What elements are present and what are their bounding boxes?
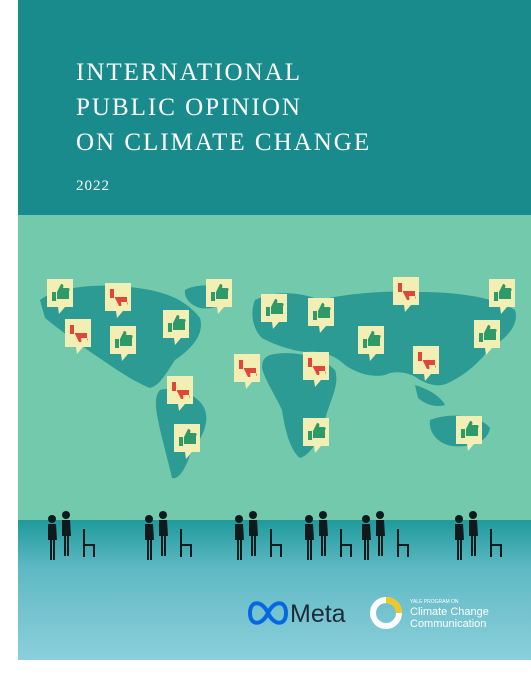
people-group xyxy=(235,511,282,560)
chair xyxy=(270,529,282,557)
speech-bubble xyxy=(393,277,419,312)
speech-bubble xyxy=(105,283,131,318)
chair xyxy=(83,529,95,557)
head xyxy=(319,511,327,519)
chair xyxy=(340,529,352,557)
body xyxy=(62,520,71,556)
head xyxy=(159,511,167,519)
thumb-up xyxy=(168,315,186,332)
title-line: PUBLIC OPINION xyxy=(76,94,302,121)
body xyxy=(249,520,258,556)
chair xyxy=(490,529,502,557)
head xyxy=(145,515,153,523)
yale-logo-text: Climate Change xyxy=(410,606,489,618)
body xyxy=(235,524,244,560)
thumb-up xyxy=(115,331,133,348)
speech-bubble xyxy=(303,418,329,453)
thumb-down xyxy=(398,283,416,301)
head xyxy=(455,515,463,523)
head xyxy=(48,515,56,523)
thumb-up xyxy=(211,284,229,301)
speech-bubble xyxy=(163,310,189,345)
thumb-down xyxy=(70,325,88,343)
speech-bubble xyxy=(167,376,193,411)
speech-bubble xyxy=(489,279,515,314)
people-group xyxy=(455,511,502,560)
thumb-up xyxy=(363,331,381,348)
body xyxy=(48,524,57,560)
thumb-down xyxy=(308,358,326,376)
speech-bubble xyxy=(456,416,482,451)
body xyxy=(362,524,371,560)
title-line: ON CLIMATE CHANGE xyxy=(76,129,371,156)
speech-bubble xyxy=(308,298,334,333)
speech-bubble xyxy=(234,354,260,389)
footer-band xyxy=(18,520,531,660)
thumb-up xyxy=(179,429,197,446)
thumb-up xyxy=(308,423,326,440)
speech-bubble xyxy=(110,326,136,361)
thumb-down xyxy=(418,352,436,370)
people-group xyxy=(145,511,192,560)
speech-bubble xyxy=(47,279,73,314)
speech-bubble xyxy=(303,352,329,387)
opinion-icons xyxy=(47,277,515,459)
title-line: INTERNATIONAL xyxy=(76,59,302,86)
yale-logo-small: YALE PROGRAM ON xyxy=(410,599,459,605)
body xyxy=(305,524,314,560)
people-group xyxy=(362,511,409,560)
head xyxy=(305,515,313,523)
people-group xyxy=(48,511,95,560)
yale-logo-accent xyxy=(385,597,402,614)
head xyxy=(235,515,243,523)
people-group xyxy=(305,511,352,560)
head xyxy=(62,511,70,519)
body xyxy=(376,520,385,556)
body xyxy=(145,524,154,560)
head xyxy=(362,515,370,523)
thumb-up xyxy=(266,299,284,316)
header-band xyxy=(18,0,531,215)
thumb-up xyxy=(313,303,331,320)
speech-bubble xyxy=(358,326,384,361)
head xyxy=(249,511,257,519)
year: 2022 xyxy=(76,178,110,194)
thumb-up xyxy=(479,325,497,342)
speech-bubble xyxy=(474,320,500,355)
yale-logo-text: Communication xyxy=(410,618,486,630)
body xyxy=(455,524,464,560)
speech-bubble xyxy=(206,279,232,314)
chair xyxy=(397,529,409,557)
head xyxy=(469,511,477,519)
thumb-up xyxy=(461,421,479,438)
thumb-down xyxy=(172,382,190,400)
chair xyxy=(180,529,192,557)
speech-bubble xyxy=(65,319,91,354)
thumb-up xyxy=(494,284,512,301)
thumb-up xyxy=(52,284,70,301)
body xyxy=(159,520,168,556)
speech-bubble xyxy=(261,294,287,329)
meta-logo-text: Meta xyxy=(290,600,346,628)
speech-bubble xyxy=(174,424,200,459)
speech-bubble xyxy=(413,346,439,381)
meta-logo-mark xyxy=(247,601,289,625)
people-silhouettes xyxy=(48,511,502,560)
body xyxy=(469,520,478,556)
head xyxy=(376,511,384,519)
body xyxy=(319,520,328,556)
thumb-down xyxy=(110,289,128,307)
thumb-down xyxy=(239,360,257,378)
